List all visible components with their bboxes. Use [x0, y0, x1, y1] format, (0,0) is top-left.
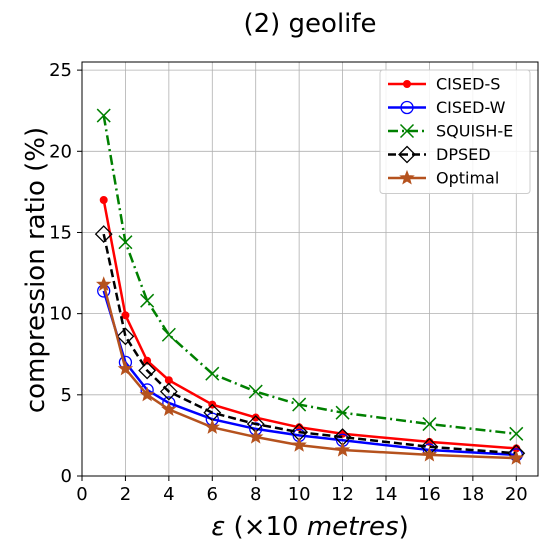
data-point-dpsed — [116, 327, 135, 346]
x-axis-unit: metres — [307, 512, 399, 542]
data-point-cised-s — [99, 196, 108, 204]
data-point-optimal — [421, 446, 438, 462]
data-point-optimal — [161, 401, 177, 416]
data-point-squish-e — [248, 384, 263, 399]
chart-title: (2) geolife — [243, 9, 376, 39]
data-point-optimal — [117, 360, 134, 376]
series-line-cised-s — [102, 199, 517, 450]
x-axis-suffix: ) — [399, 512, 409, 542]
data-point-squish-e — [96, 108, 111, 123]
x-tick-label: 10 — [288, 484, 311, 505]
series-squish-e — [96, 108, 524, 441]
data-point-dpsed — [159, 382, 178, 401]
data-point-squish-e — [292, 397, 307, 412]
data-point-optimal — [139, 386, 155, 402]
data-point-cised-s — [251, 413, 260, 422]
legend-label-dpsed: DPSED — [436, 145, 491, 164]
x-tick-label: 16 — [418, 484, 441, 505]
y-tick-label: 20 — [49, 141, 72, 162]
series-line-dpsed — [102, 233, 517, 455]
data-point-optimal — [204, 419, 220, 434]
x-tick-label: 8 — [250, 484, 261, 505]
data-point-optimal — [508, 450, 524, 465]
legend-label-squish-e: SQUISH-E — [436, 122, 513, 141]
x-tick-label: 2 — [120, 484, 131, 505]
x-tick-label: 14 — [375, 484, 398, 505]
legend-marker-cised-s — [403, 80, 411, 88]
series-line-optimal — [102, 284, 517, 460]
series-line-squish-e — [102, 115, 517, 436]
y-tick-label: 15 — [49, 222, 72, 243]
x-tick-label: 0 — [76, 484, 87, 505]
y-tick-label: 25 — [49, 60, 72, 81]
x-axis-label: ε (×10 metres) — [211, 512, 409, 542]
data-point-squish-e — [140, 293, 155, 308]
legend-box — [379, 69, 531, 194]
series-cised-s — [99, 196, 521, 453]
data-point-squish-e — [335, 405, 350, 420]
data-point-optimal — [248, 428, 264, 444]
series-layer — [94, 108, 526, 465]
series-optimal — [96, 276, 524, 465]
legend-label-cised-w: CISED-W — [436, 98, 506, 117]
y-axis-label: compression ratio (%) — [21, 127, 51, 413]
data-point-squish-e — [161, 327, 176, 342]
x-axis-symbol: ε — [211, 512, 225, 542]
x-tick-label: 20 — [505, 484, 528, 505]
legend-marker-cised-w — [400, 100, 414, 115]
x-tick-label: 18 — [461, 484, 484, 505]
data-point-optimal — [96, 276, 112, 291]
y-tick-label: 10 — [49, 304, 72, 325]
data-point-squish-e — [205, 366, 220, 381]
data-point-cised-s — [121, 311, 130, 320]
x-axis-prefix: (×10 — [225, 512, 307, 542]
x-tick-label: 4 — [163, 484, 174, 505]
legend: CISED-S CISED-W SQUISH-E DPSED Optimal — [379, 69, 531, 194]
data-point-optimal — [291, 437, 307, 452]
data-point-squish-e — [509, 426, 524, 441]
legend-marker-dpsed — [398, 145, 416, 164]
y-tick-label: 5 — [61, 385, 72, 406]
y-tick-label: 0 — [61, 466, 72, 487]
series-dpsed — [94, 225, 526, 463]
data-point-dpsed — [94, 225, 113, 244]
ticks: 0 2 4 6 8 10 12 14 16 18 20 0 5 10 15 20 25 — [49, 60, 528, 505]
plot-frame — [81, 61, 539, 477]
legend-label-cised-s: CISED-S — [436, 75, 500, 94]
data-point-cised-s — [143, 356, 152, 365]
data-point-squish-e — [422, 417, 437, 432]
x-tick-label: 6 — [207, 484, 218, 505]
legend-marker-optimal — [399, 169, 415, 185]
legend-label-optimal: Optimal — [436, 169, 499, 188]
x-tick-label: 12 — [331, 484, 354, 505]
data-point-squish-e — [118, 235, 133, 250]
legend-marker-squish-e — [399, 123, 415, 139]
data-point-optimal — [334, 441, 351, 457]
data-point-dpsed — [138, 361, 157, 380]
series-line-cised-w — [102, 290, 517, 457]
